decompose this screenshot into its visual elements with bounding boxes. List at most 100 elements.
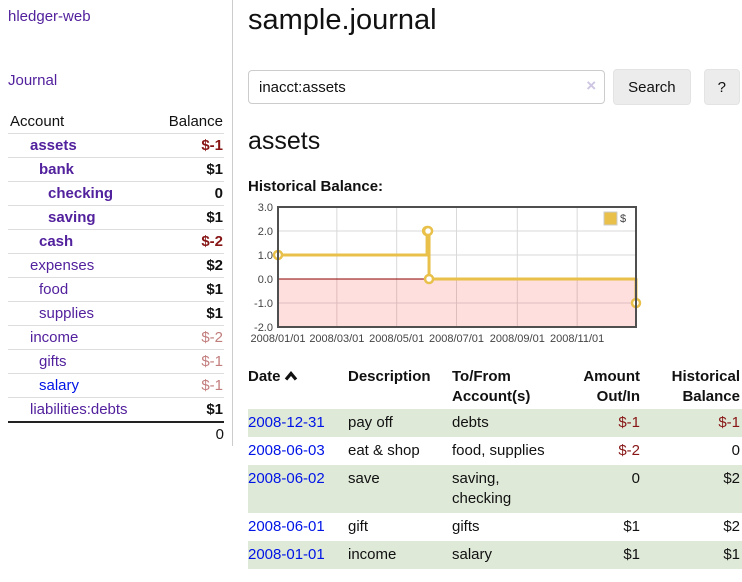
sidebar-account-row: expenses $2 [8,254,224,278]
register-row: 2008-06-03 eat & shop food, supplies $-2 0 [248,437,742,465]
register-accounts: gifts [452,518,480,535]
chart-border [277,206,637,328]
register-amount: $1 [623,546,640,563]
sidebar-account-link[interactable]: assets [30,137,77,154]
app-title-link[interactable]: hledger-web [8,8,91,25]
register-balance: $-1 [718,414,740,431]
chart-ytick-label: -2.0 [254,322,273,334]
register-balance: $2 [723,518,740,535]
register-amount: $-1 [618,414,640,431]
sidebar-account-link[interactable]: income [30,329,79,346]
chart-title: Historical Balance: [248,178,384,195]
register-date-link[interactable]: 2008-06-01 [248,518,325,535]
app-title: hledger-web [8,8,232,26]
nav-journal-link[interactable]: Journal [8,72,58,89]
account-balance: $2 [206,257,223,274]
register-amount: $-2 [618,442,640,459]
chart-xtick-label: 2008/09/01 [490,333,545,345]
column-header-tofrom: To/From Account(s) [452,368,531,405]
register-description: income [348,546,397,563]
register-balance: $1 [723,546,740,563]
sidebar-account-link[interactable]: liabilities:debts [30,401,128,418]
search-button[interactable]: Search [613,69,691,105]
sidebar-account-link[interactable]: expenses [30,257,95,274]
sidebar-account-row: income $-2 [8,326,224,350]
chart-xtick-label: 2008/01/01 [250,333,305,345]
sidebar-account-row: food $1 [8,278,224,302]
chart-ytick-label: 2.0 [258,226,273,238]
account-balance: $-1 [201,137,223,154]
register-date-link[interactable]: 2008-12-31 [248,414,325,431]
register-amount: 0 [631,470,640,487]
sidebar-account-link[interactable]: bank [39,161,75,178]
sidebar-account-link[interactable]: supplies [39,305,95,322]
chart-legend-label: $ [620,213,626,225]
register-row: 2008-06-01 gift gifts $1 $2 [248,513,742,541]
register-amount: $1 [623,518,640,535]
account-balance: $-1 [201,353,223,370]
sidebar-account-link[interactable]: gifts [39,353,67,370]
account-balance: $-2 [201,233,223,250]
chart-xtick-label: 2008/03/01 [309,333,364,345]
chart-point [423,273,435,285]
sidebar-account-link[interactable]: checking [48,185,114,202]
search-form: × Search ? [248,69,740,105]
chart-ytick-label: 1.0 [258,250,273,262]
register-date-link[interactable]: 2008-06-03 [248,442,325,459]
sort-ascending-icon [284,371,297,381]
register-date-link[interactable]: 2008-01-01 [248,546,325,563]
chart-xtick-label: 2008/05/01 [369,333,424,345]
chart-negative-region [278,279,636,327]
register-header-row: Date Description To/From Account(s) Amou… [248,365,742,409]
sidebar-account-link[interactable]: food [39,281,69,298]
account-table-header: Account Balance [8,110,224,134]
register-description: save [348,470,380,487]
clear-search-icon[interactable]: × [586,76,597,95]
account-balance-table: Account Balance assets $-1 bank $1 check… [8,110,224,445]
register-balance: 0 [731,442,740,459]
chart-point [422,225,434,237]
account-balance: $1 [206,161,223,178]
sidebar-total-row: 0 [8,421,224,445]
column-header-date[interactable]: Date [248,365,348,409]
register-description: eat & shop [348,442,420,459]
help-button[interactable]: ? [703,69,740,105]
register-accounts: saving, checking [452,470,512,507]
column-header-amount: Amount Out/In [583,368,640,405]
register-accounts: salary [452,546,493,563]
account-balance: $-1 [201,377,223,394]
search-input[interactable] [248,70,606,104]
nav-journal: Journal [8,72,232,90]
sidebar-account-row: bank $1 [8,158,224,182]
sidebar-account-row: checking 0 [8,182,224,206]
account-rows: assets $-1 bank $1 checking 0 saving $1 … [8,134,224,422]
account-balance: $1 [206,281,223,298]
account-balance: $1 [206,305,223,322]
chart-ytick-label: 3.0 [258,202,273,214]
chart-ytick-label: 0.0 [258,274,273,286]
account-balance: $1 [206,401,223,418]
chart-xtick-label: 2008/11/01 [550,333,604,345]
register-row: 2008-01-01 income salary $1 $1 [248,541,742,569]
chart-legend-swatch [603,211,618,226]
chart-xtick-label: 2008/07/01 [429,333,484,345]
sidebar-account-row: gifts $-1 [8,350,224,374]
chart-container: $3.0 2.0 1.0 0.0 -1.0 -2.0 2008/01/01 2008/03/0… [248,202,642,347]
register-description: pay off [348,414,393,431]
account-balance: $-2 [201,329,223,346]
balance-column-header: Balance [168,113,223,130]
account-balance: 0 [214,185,223,202]
search-box: × [248,70,606,104]
sidebar-account-link[interactable]: saving [48,209,96,226]
page-title: sample.journal [248,4,437,36]
sidebar-account-link[interactable]: cash [39,233,74,250]
column-header-balance: Historical Balance [671,368,740,405]
chart-ytick-label: -1.0 [254,298,273,310]
sidebar-account-link[interactable]: salary [39,377,80,394]
sidebar-total-balance: 0 [215,425,224,443]
register-row: 2008-12-31 pay off debts $-1 $-1 [248,409,742,437]
sidebar: hledger-web Journal Account Balance asse… [0,0,233,446]
sidebar-account-row: assets $-1 [8,134,224,158]
register-date-link[interactable]: 2008-06-02 [248,470,325,487]
